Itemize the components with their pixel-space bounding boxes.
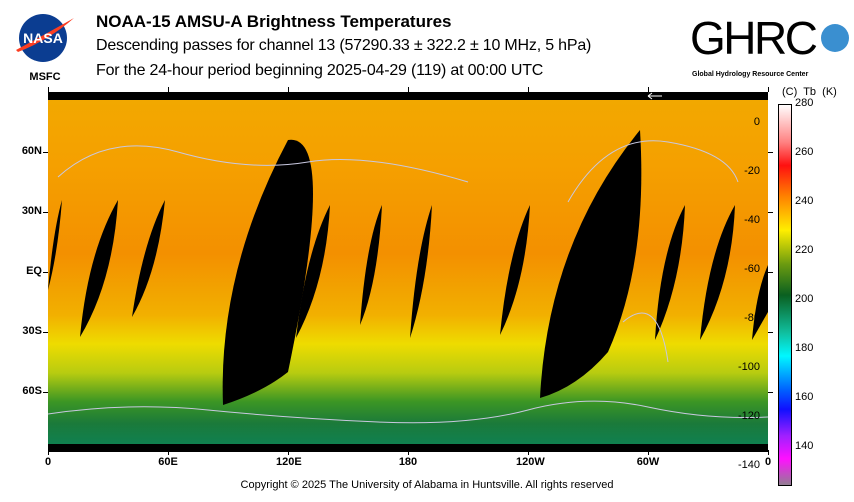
tick-mark (408, 87, 409, 92)
y-tick-label: 30N (21, 205, 42, 217)
tick-mark (48, 87, 49, 92)
tick-mark (648, 87, 649, 92)
x-tick-label: 120W (516, 456, 545, 468)
chart-title: NOAA-15 AMSU-A Brightness Temperatures (96, 12, 452, 31)
nodata-north (48, 92, 768, 100)
x-tick-label: 0 (44, 456, 52, 468)
brightness-temperature-map (48, 92, 768, 452)
tick-mark (768, 212, 773, 213)
tick-mark (768, 272, 773, 273)
colorbar-c-label: -60 (744, 263, 760, 275)
x-tick-label: 60E (158, 456, 178, 468)
colorbar-k-label: 240 (795, 195, 814, 207)
tick-mark (768, 87, 769, 92)
nodata-swath (700, 205, 735, 340)
colorbar-c-label: -100 (737, 361, 760, 373)
ghrc-logo: GHRC Global Hydrology Resource Center (690, 12, 849, 78)
svg-text:MSFC: MSFC (29, 71, 60, 82)
colorbar-c-label: -80 (744, 312, 760, 324)
nodata-swath (132, 200, 165, 317)
subtitle-period: For the 24-hour period beginning 2025-04… (96, 62, 544, 79)
tick-mark (768, 332, 773, 333)
y-tick-label: 30S (22, 325, 42, 337)
tick-mark (48, 450, 49, 455)
x-tick-label: 60W (636, 456, 660, 468)
colorbar (778, 104, 792, 486)
tick-mark (288, 450, 289, 455)
nasa-logo: NASA MSFC (16, 14, 74, 82)
copyright-footer: Copyright © 2025 The University of Alaba… (240, 479, 614, 491)
temperature-field (48, 92, 768, 452)
nodata-swath (222, 139, 313, 405)
tick-mark (528, 450, 529, 455)
svg-text:NASA: NASA (23, 30, 63, 46)
nodata-swath (48, 200, 62, 290)
tick-mark (648, 450, 649, 455)
svg-text:GHRC: GHRC (690, 12, 818, 64)
colorbar-c-label: -140 (737, 459, 760, 471)
colorbar-c-label: -120 (737, 410, 760, 422)
colorbar-k-label: 220 (795, 244, 814, 256)
colorbar-k-label: 140 (795, 440, 814, 452)
nodata-swath (540, 130, 642, 398)
arrow-marker (647, 92, 662, 100)
tick-mark (408, 450, 409, 455)
colorbar-c-label: -40 (744, 214, 760, 226)
tick-mark (768, 450, 769, 455)
americas-coastline (567, 140, 739, 363)
tick-mark (768, 392, 773, 393)
x-tick-label: 120E (276, 456, 302, 468)
x-tick-label: 0 (764, 456, 772, 468)
svg-text:Global Hydrology Resource Cent: Global Hydrology Resource Center (692, 71, 809, 78)
subtitle-channel: Descending passes for channel 13 (57290.… (96, 37, 592, 54)
nodata-swath (655, 205, 685, 340)
colorbar-k-label: 180 (795, 342, 814, 354)
tick-mark (528, 87, 529, 92)
nodata-swath (500, 205, 530, 335)
nodata-swath (752, 265, 768, 340)
antarctic-coastline (48, 400, 768, 424)
colorbar-k-label: 160 (795, 391, 814, 403)
colorbar-k-label: 260 (795, 146, 814, 158)
tick-mark (288, 87, 289, 92)
nodata-swath (80, 200, 118, 337)
tick-mark (168, 450, 169, 455)
eurasia-coastline (57, 145, 469, 183)
nodata-swath (360, 205, 382, 325)
y-tick-label: 60N (21, 145, 42, 157)
x-tick-label: 180 (398, 456, 418, 468)
colorbar-c-label: -20 (744, 165, 760, 177)
tick-mark (43, 212, 48, 213)
tick-mark (43, 152, 48, 153)
nodata-swath (296, 205, 330, 338)
y-tick-label: EQ (26, 265, 42, 277)
tick-mark (168, 87, 169, 92)
tick-mark (768, 152, 773, 153)
tick-mark (43, 392, 48, 393)
colorbar-c-label: 0 (753, 116, 760, 128)
tick-mark (43, 332, 48, 333)
colorbar-units: (C) Tb (K) (782, 86, 837, 98)
colorbar-k-label: 200 (795, 293, 814, 305)
tick-mark (43, 272, 48, 273)
y-tick-label: 60S (22, 385, 42, 397)
nodata-south (48, 444, 768, 452)
colorbar-k-label: 280 (795, 97, 814, 109)
nodata-swath (410, 205, 432, 338)
